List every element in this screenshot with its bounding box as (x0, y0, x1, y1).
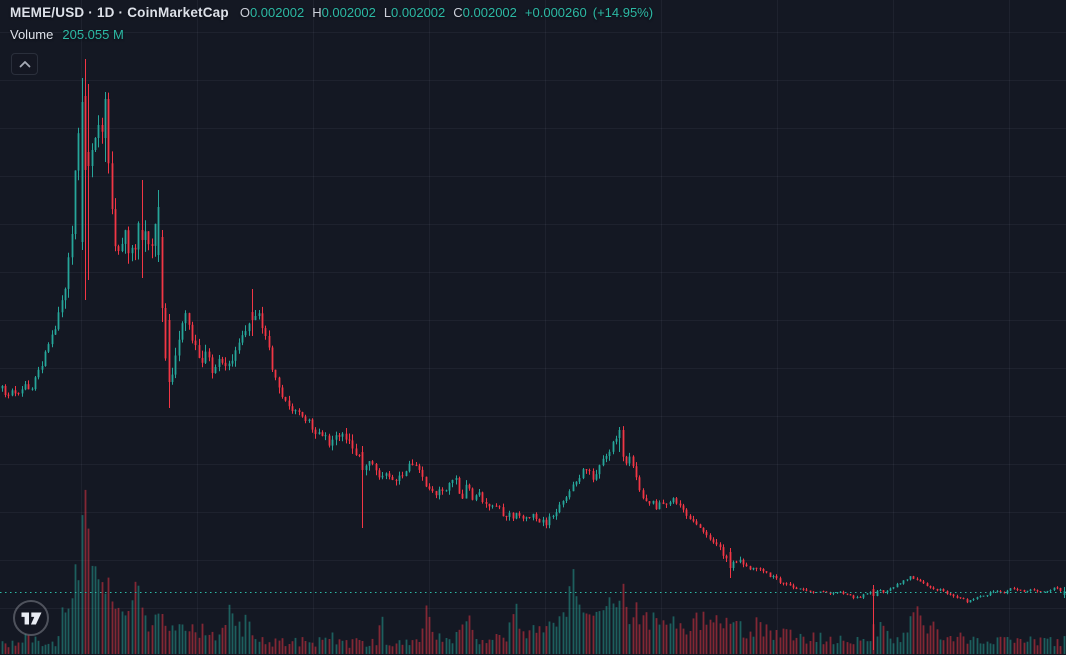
ohlc-low-label: L (383, 5, 392, 20)
ohlc-close: C0.002002 (453, 5, 517, 20)
symbol-title[interactable]: MEME/USD · 1D · CoinMarketCap (10, 5, 229, 20)
collapse-legend-button[interactable] (11, 53, 38, 75)
candles (1, 59, 1066, 650)
volume-value: 205.055 M (62, 27, 124, 42)
ohlc-high: H0.002002 (312, 5, 376, 20)
volume-row: Volume 205.055 M (10, 27, 653, 42)
volume-label: Volume (10, 27, 54, 42)
ohlc-open: O0.002002 (240, 5, 304, 20)
ohlc-low-value: 0.002002 (391, 5, 446, 20)
symbol-row: MEME/USD · 1D · CoinMarketCap O0.002002 … (10, 5, 653, 20)
ohlc-low: L0.002002 (384, 5, 445, 20)
ohlc-high-label: H (312, 5, 322, 20)
legend: MEME/USD · 1D · CoinMarketCap O0.002002 … (10, 5, 653, 42)
ohlc-open-value: 0.002002 (249, 5, 305, 20)
volume-bars (1, 489, 1066, 654)
tradingview-logo[interactable] (12, 599, 50, 637)
ohlc-high-value: 0.002002 (321, 5, 376, 20)
ohlc-close-value: 0.002002 (462, 5, 517, 20)
change-absolute: +0.000260 (524, 5, 587, 20)
ohlc-close-label: C (453, 5, 463, 20)
chevron-up-icon (19, 61, 30, 68)
change-percent: (+14.95%) (592, 5, 654, 20)
ohlc-open-label: O (239, 5, 250, 20)
tradingview-logo-icon (13, 600, 49, 636)
